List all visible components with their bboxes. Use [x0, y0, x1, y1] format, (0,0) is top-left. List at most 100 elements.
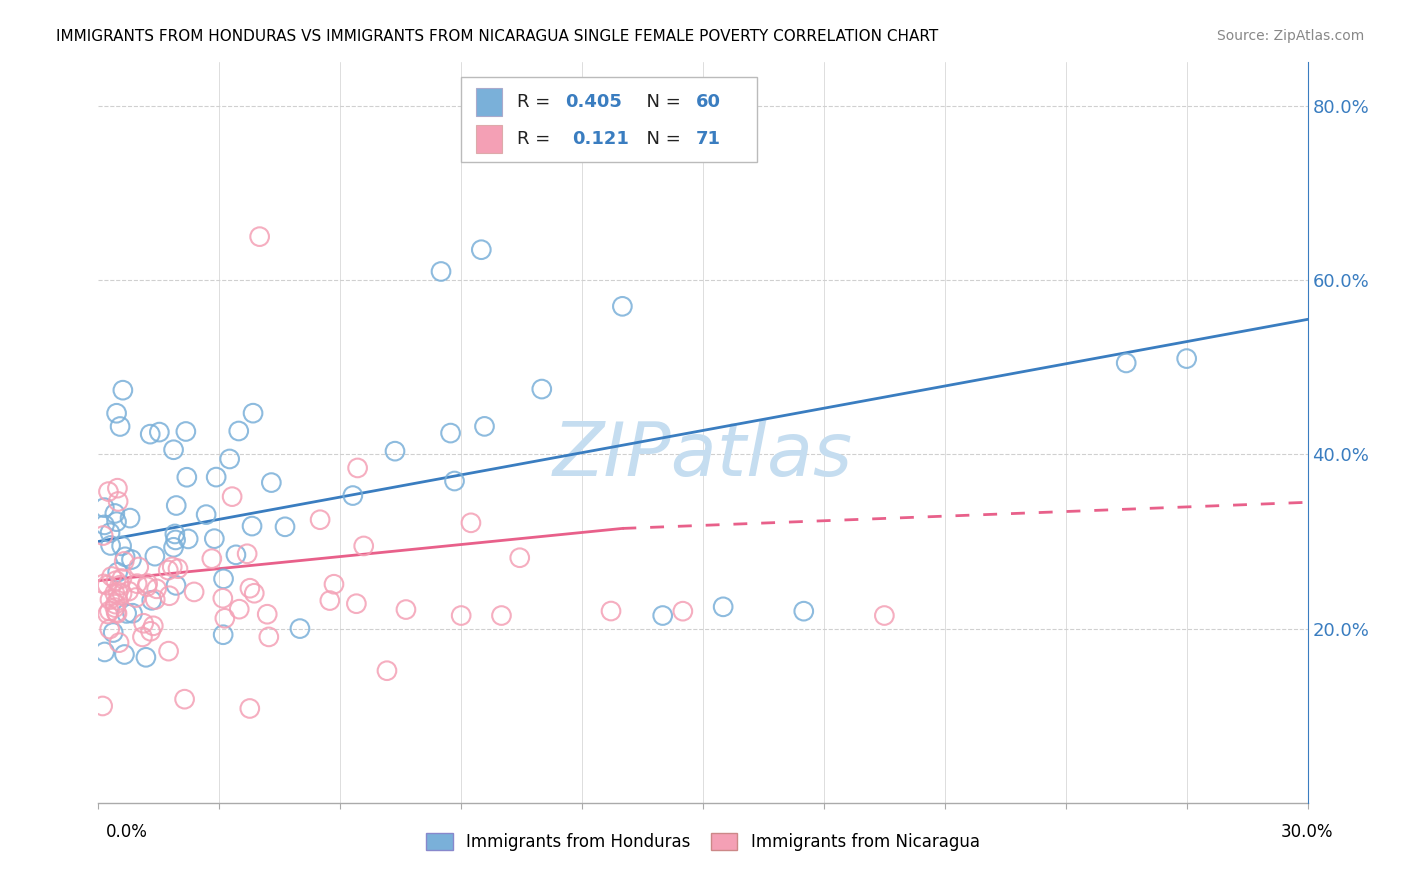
- Point: [162, 442, 184, 457]
- Point: [107, 593, 129, 607]
- Point: [443, 474, 465, 488]
- Point: [205, 470, 228, 484]
- Point: [384, 444, 406, 458]
- Point: [323, 577, 346, 591]
- Point: [104, 586, 127, 600]
- Point: [167, 562, 190, 576]
- Point: [274, 520, 297, 534]
- Point: [460, 516, 482, 530]
- Point: [239, 701, 262, 715]
- Point: [672, 604, 695, 618]
- Point: [104, 597, 127, 611]
- Point: [873, 608, 896, 623]
- Point: [112, 554, 135, 568]
- Point: [218, 452, 240, 467]
- Point: [105, 606, 128, 620]
- Text: 0.121: 0.121: [572, 129, 630, 148]
- Point: [176, 470, 198, 484]
- Point: [212, 628, 235, 642]
- Point: [183, 585, 205, 599]
- Point: [115, 607, 138, 621]
- Point: [173, 692, 195, 706]
- Point: [509, 550, 531, 565]
- Point: [162, 541, 184, 555]
- Point: [108, 635, 131, 649]
- Point: [148, 425, 170, 439]
- Point: [491, 608, 513, 623]
- Text: N =: N =: [636, 129, 686, 148]
- Point: [125, 591, 148, 605]
- Point: [165, 578, 187, 592]
- Point: [104, 600, 127, 615]
- Point: [342, 489, 364, 503]
- Point: [165, 533, 187, 547]
- Point: [114, 549, 136, 564]
- Point: [118, 584, 141, 599]
- Point: [202, 532, 225, 546]
- Point: [160, 559, 183, 574]
- Point: [375, 664, 398, 678]
- Point: [111, 586, 134, 600]
- Point: [228, 424, 250, 438]
- Point: [530, 382, 553, 396]
- Text: N =: N =: [636, 93, 686, 111]
- Point: [243, 586, 266, 600]
- Point: [319, 593, 342, 607]
- Point: [105, 406, 128, 420]
- Point: [195, 508, 218, 522]
- Point: [93, 517, 115, 532]
- Point: [157, 644, 180, 658]
- Point: [257, 630, 280, 644]
- Point: [132, 616, 155, 631]
- Point: [600, 604, 623, 618]
- Point: [651, 608, 673, 623]
- Point: [110, 539, 132, 553]
- Point: [93, 645, 115, 659]
- Text: R =: R =: [517, 93, 555, 111]
- Point: [242, 406, 264, 420]
- Point: [141, 593, 163, 607]
- Point: [105, 515, 128, 529]
- Point: [98, 604, 121, 618]
- Point: [163, 527, 186, 541]
- Point: [135, 650, 157, 665]
- Point: [145, 582, 167, 596]
- Point: [260, 475, 283, 490]
- Text: R =: R =: [517, 129, 561, 148]
- Point: [136, 580, 159, 594]
- Point: [98, 622, 121, 636]
- Point: [225, 548, 247, 562]
- Point: [249, 229, 271, 244]
- Point: [214, 611, 236, 625]
- Point: [91, 528, 114, 542]
- Point: [118, 511, 141, 525]
- Point: [240, 519, 263, 533]
- Point: [107, 585, 129, 599]
- Point: [128, 560, 150, 574]
- Point: [98, 592, 121, 607]
- Point: [256, 607, 278, 622]
- Text: 60: 60: [696, 93, 721, 111]
- Point: [103, 625, 125, 640]
- Text: ZIPatlas: ZIPatlas: [553, 419, 853, 491]
- Point: [1115, 356, 1137, 370]
- Point: [121, 606, 143, 620]
- Point: [201, 551, 224, 566]
- Point: [111, 383, 134, 397]
- Point: [450, 608, 472, 623]
- Point: [121, 552, 143, 566]
- Point: [711, 599, 734, 614]
- Point: [93, 577, 115, 591]
- Point: [143, 549, 166, 564]
- Point: [353, 539, 375, 553]
- Text: IMMIGRANTS FROM HONDURAS VS IMMIGRANTS FROM NICARAGUA SINGLE FEMALE POVERTY CORR: IMMIGRANTS FROM HONDURAS VS IMMIGRANTS F…: [56, 29, 938, 44]
- Text: 0.405: 0.405: [565, 93, 621, 111]
- Point: [157, 563, 180, 577]
- Point: [142, 619, 165, 633]
- Point: [612, 299, 634, 313]
- Point: [239, 581, 262, 595]
- Point: [127, 576, 149, 591]
- FancyBboxPatch shape: [461, 78, 758, 162]
- Point: [228, 602, 250, 616]
- Point: [344, 597, 367, 611]
